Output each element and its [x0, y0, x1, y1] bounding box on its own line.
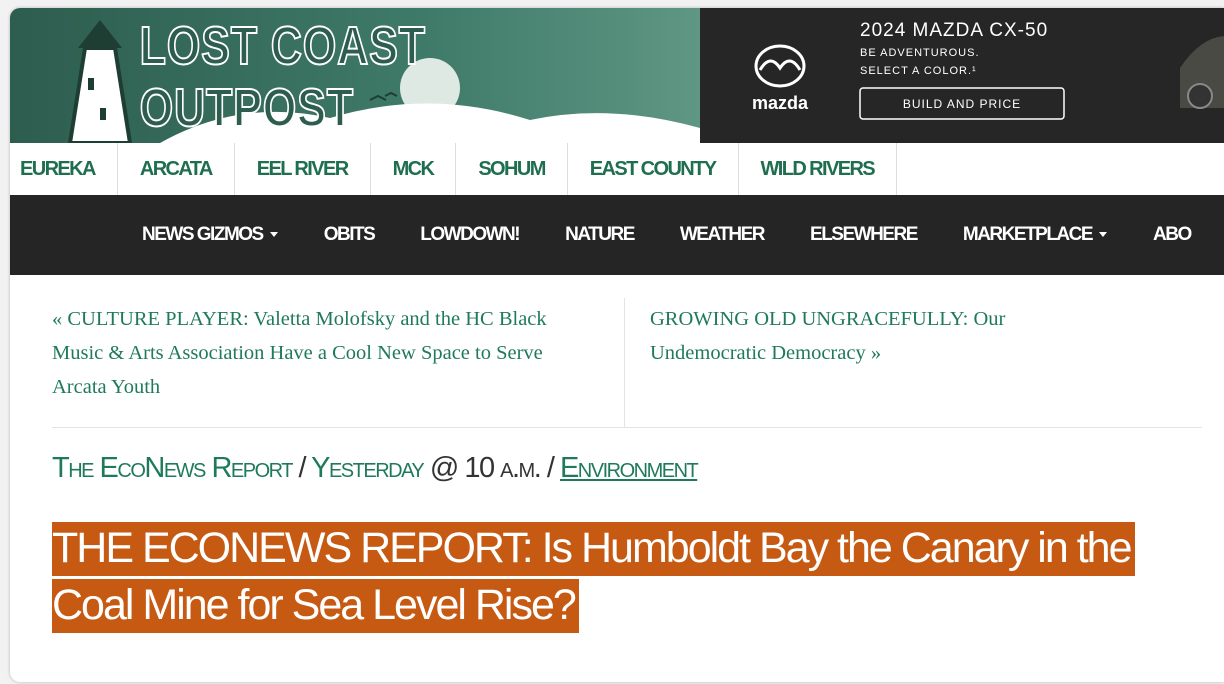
- headline: THE ECONEWS REPORT: Is Humboldt Bay the …: [52, 520, 1192, 634]
- ad-brand: mazda: [752, 93, 809, 113]
- region-link-label[interactable]: ARCATA: [140, 158, 212, 180]
- nav-link[interactable]: LOWDOWN!: [420, 224, 519, 246]
- separator: /: [547, 452, 554, 484]
- byline: The EcoNews Report / Yesterday @ 10 a.m.…: [52, 452, 697, 485]
- nav-link-label[interactable]: LOWDOWN!: [420, 224, 519, 245]
- headline-text: THE ECONEWS REPORT: Is Humboldt Bay the …: [52, 522, 1135, 633]
- nav-link[interactable]: ELSEWHERE: [810, 224, 917, 246]
- ad-button-label[interactable]: BUILD AND PRICE: [903, 97, 1021, 111]
- author-link[interactable]: The EcoNews Report: [52, 452, 292, 484]
- dropdown-caret[interactable]: [1099, 232, 1107, 237]
- nav-link[interactable]: WEATHER: [680, 224, 764, 246]
- region-bar: EUREKA ARCATA EEL RIVER MCK SOHUM EAST COUNTY…: [10, 143, 1224, 196]
- region-link-label[interactable]: SOHUM: [478, 158, 544, 180]
- site-logo[interactable]: LOST COAST OUTPOST: [10, 8, 700, 143]
- nav-link[interactable]: MARKETPLACE: [963, 224, 1107, 246]
- page: LOST COAST OUTPOST mazda 2024 MAZDA CX-5…: [0, 0, 1224, 684]
- main-nav: NEWS GIZMOS OBITS LOWDOWN! NATURE WEATHER ELS…: [10, 195, 1224, 275]
- logo-line2: OUTPOST: [140, 79, 354, 139]
- ad-model: 2024 MAZDA CX-50: [860, 20, 1048, 41]
- ad-tagline: BE ADVENTUROUS.: [860, 47, 980, 59]
- browser-frame: LOST COAST OUTPOST mazda 2024 MAZDA CX-5…: [10, 8, 1224, 682]
- region-link[interactable]: ARCATA: [118, 143, 235, 195]
- region-link[interactable]: EUREKA: [10, 143, 118, 195]
- date-link[interactable]: Yesterday: [311, 452, 423, 484]
- separator: /: [299, 452, 306, 484]
- nav-link[interactable]: NEWS GIZMOS: [142, 224, 278, 246]
- nav-link-label[interactable]: NEWS GIZMOS: [142, 224, 263, 245]
- next-article-link[interactable]: GROWING OLD UNGRACEFULLY: Our Undemocrat…: [650, 302, 1070, 370]
- nav-link[interactable]: NATURE: [565, 224, 634, 246]
- divider: [624, 298, 625, 428]
- region-link-label[interactable]: WILD RIVERS: [761, 158, 875, 180]
- region-link[interactable]: EAST COUNTY: [568, 143, 739, 195]
- region-link-label[interactable]: EAST COUNTY: [590, 158, 716, 180]
- nav-link-label[interactable]: NATURE: [565, 224, 634, 245]
- ad-art: mazda 2024 MAZDA CX-50 BE ADVENTUROUS. S…: [700, 8, 1224, 143]
- region-link-label[interactable]: EUREKA: [20, 158, 95, 180]
- nav-link-label[interactable]: MARKETPLACE: [963, 224, 1092, 245]
- region-link[interactable]: EEL RIVER: [235, 143, 371, 195]
- time: @ 10 a.m.: [430, 452, 540, 484]
- nav-link-label[interactable]: WEATHER: [680, 224, 764, 245]
- region-link[interactable]: MCK: [371, 143, 457, 195]
- prev-article-link[interactable]: « CULTURE PLAYER: Valetta Molofsky and t…: [52, 302, 592, 404]
- category-link[interactable]: Environment: [560, 452, 697, 484]
- nav-link-label[interactable]: ELSEWHERE: [810, 224, 917, 245]
- logo-art: LOST COAST OUTPOST: [10, 8, 700, 143]
- rule: [52, 427, 1202, 428]
- region-link-label[interactable]: MCK: [393, 158, 434, 180]
- nav-link-label[interactable]: OBITS: [324, 224, 375, 245]
- region-link-label[interactable]: EEL RIVER: [257, 158, 348, 180]
- dropdown-caret[interactable]: [270, 232, 278, 237]
- region-link[interactable]: WILD RIVERS: [739, 143, 898, 195]
- region-link[interactable]: SOHUM: [456, 143, 567, 195]
- advertisement[interactable]: mazda 2024 MAZDA CX-50 BE ADVENTUROUS. S…: [700, 8, 1224, 143]
- nav-link[interactable]: OBITS: [324, 224, 375, 246]
- nav-link-label[interactable]: ABO: [1153, 224, 1191, 245]
- nav-link[interactable]: ABO: [1153, 224, 1191, 246]
- ad-tagline: SELECT A COLOR.¹: [860, 65, 977, 77]
- logo-line1: LOST COAST: [140, 17, 426, 77]
